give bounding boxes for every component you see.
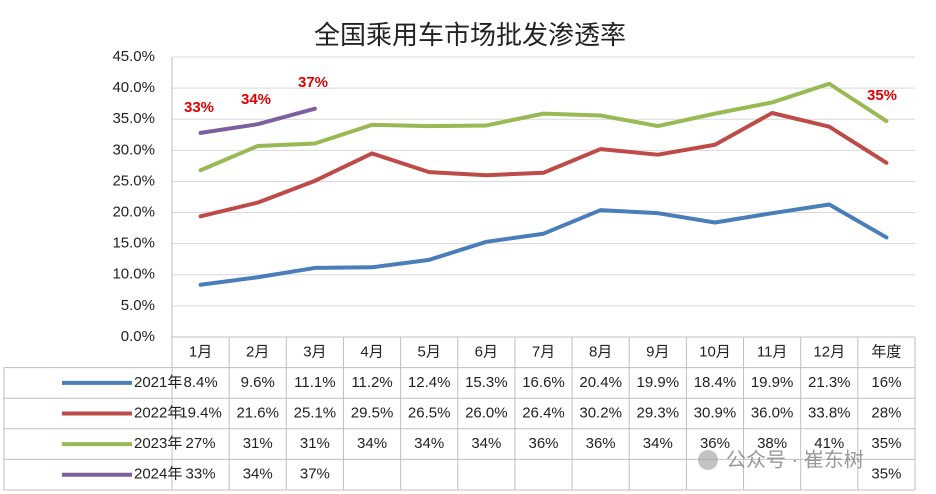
x-tick-label: 6月 [475,343,498,360]
legend-label: 2021年 [134,374,182,391]
table-value: 31% [300,435,330,452]
table-value: 35% [871,466,901,483]
table-value: 30.9% [694,404,737,421]
y-tick-label: 5.0% [121,297,155,314]
series-line [198,202,889,287]
table-value: 31% [243,435,273,452]
table-value: 37% [300,466,330,483]
x-tick-label: 1月 [189,343,212,360]
y-tick-label: 45.0% [112,48,155,65]
table-value: 26.5% [408,404,451,421]
x-tick-label: 10月 [699,343,731,360]
annotation: 34% [241,91,271,108]
table-value: 34% [243,466,273,483]
table-value: 36% [586,435,616,452]
watermark-icon [698,450,718,470]
table-value: 36% [528,435,558,452]
annotation: 33% [184,99,214,116]
table-value: 16% [871,374,901,391]
table-value: 30.2% [579,404,622,421]
table-value: 29.3% [637,404,680,421]
y-tick-label: 40.0% [112,79,155,96]
table-value: 36% [700,435,730,452]
table-value: 34% [471,435,501,452]
table-value: 11.1% [294,374,335,391]
x-tick-label: 4月 [360,343,383,360]
table-value: 16.6% [522,374,565,391]
x-tick-label: 5月 [418,343,441,360]
series-line [198,81,889,173]
x-tick-label: 年度 [871,343,901,360]
table-value: 28% [871,404,901,421]
table-value: 25.1% [294,404,337,421]
y-tick-label: 35.0% [112,110,155,127]
table-value: 21.6% [236,404,279,421]
y-tick-label: 0.0% [121,328,155,345]
table-value: 26.4% [522,404,565,421]
x-tick-label: 9月 [646,343,669,360]
table-value: 33% [186,466,216,483]
table-value: 18.4% [694,374,737,391]
table-value: 27% [186,435,216,452]
table-value: 41% [814,435,844,452]
table-value: 21.3% [808,374,851,391]
watermark: 公众号 · 崔东树 [726,448,864,471]
table-value: 33.8% [808,404,851,421]
table-value: 38% [757,435,787,452]
y-tick-label: 15.0% [112,235,155,252]
table-value: 29.5% [351,404,394,421]
x-tick-label: 2月 [246,343,269,360]
x-tick-label: 12月 [813,343,845,360]
table-value: 11.2% [351,374,392,391]
series-line [198,111,889,219]
table-value: 19.9% [637,374,680,391]
table-value: 34% [357,435,387,452]
table-value: 26.0% [465,404,508,421]
legend-label: 2022年 [134,404,182,421]
table-value: 19.4% [179,404,222,421]
x-tick-label: 8月 [589,343,612,360]
y-tick-label: 30.0% [112,141,155,158]
legend-label: 2023年 [134,435,182,452]
y-tick-label: 25.0% [112,172,155,189]
table-value: 34% [643,435,673,452]
table-value: 15.3% [465,374,508,391]
table-value: 12.4% [408,374,451,391]
chart-title: 全国乘用车市场批发渗透率 [314,21,626,50]
annotation: 35% [867,87,897,104]
x-tick-label: 3月 [303,343,326,360]
table-value: 8.4% [183,374,217,391]
table-value: 9.6% [241,374,275,391]
table-value: 36.0% [751,404,794,421]
y-tick-label: 20.0% [112,204,155,221]
table-value: 19.9% [751,374,794,391]
x-tick-label: 11月 [757,343,788,360]
legend-label: 2024年 [134,466,182,483]
x-tick-label: 7月 [532,343,555,360]
annotation: 37% [298,74,328,91]
table-value: 35% [871,435,901,452]
y-tick-label: 10.0% [112,266,155,283]
table-value: 20.4% [579,374,622,391]
table-value: 34% [414,435,444,452]
